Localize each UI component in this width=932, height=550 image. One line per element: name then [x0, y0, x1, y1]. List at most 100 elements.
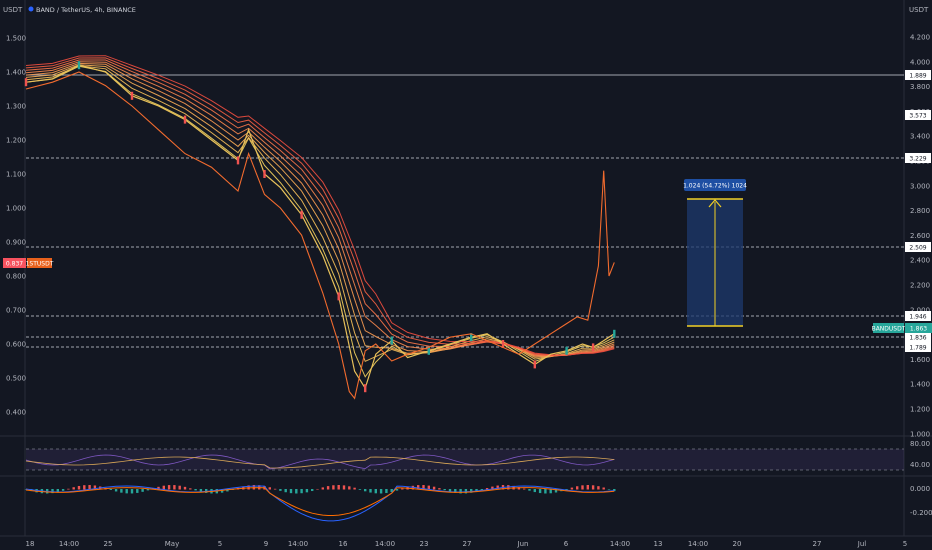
time-axis-tick: 6: [564, 540, 569, 548]
macd-bar: [401, 488, 404, 490]
macd-signal-line: [25, 487, 615, 516]
left-axis-tick: 0.800: [6, 273, 26, 281]
macd-bar: [157, 486, 160, 490]
macd-bar: [178, 485, 181, 490]
macd-bar: [591, 485, 595, 490]
macd-pane: 0.000 -0.200: [24, 485, 932, 522]
macd-bar: [544, 489, 547, 494]
left-axis-currency: USDT: [3, 6, 23, 14]
macd-bar: [464, 489, 468, 494]
horizontal-levels: 1.889 3.573 3.229 2.509 1.946 1.836 1.789: [26, 70, 931, 352]
symbol-dot-icon: [28, 6, 34, 12]
macd-bar: [385, 489, 388, 494]
candle-mark: [613, 329, 616, 338]
left-axis-tick: 0.400: [6, 409, 26, 417]
macd-tick-low: -0.200: [910, 509, 932, 517]
measure-label-bg: [684, 179, 746, 191]
right-axis-tick: 2.600: [910, 232, 930, 240]
right-axis-tick: 1.400: [910, 381, 930, 389]
left-axis-tick: 0.500: [6, 375, 26, 383]
right-axis-tick: 2.400: [910, 257, 930, 265]
macd-bar: [607, 489, 611, 490]
candle-mark: [300, 210, 303, 219]
macd-bar: [443, 489, 446, 491]
osc-signal-line: [25, 456, 615, 469]
level-tag-bg: [905, 70, 931, 80]
macd-bar: [194, 489, 197, 491]
macd-bar: [332, 485, 335, 490]
ema-line-2: [25, 64, 615, 358]
macd-bar: [321, 487, 324, 490]
ema-line-5: [25, 59, 615, 357]
macd-bar: [125, 489, 128, 494]
macd-bar: [77, 485, 81, 490]
candle-mark: [24, 78, 28, 87]
osc-tick-low: 40.00: [910, 461, 930, 469]
macd-bar: [417, 485, 420, 490]
candle-mark: [364, 384, 367, 393]
macd-bar: [300, 489, 303, 494]
level-tag: 3.573: [909, 113, 926, 120]
candle-mark: [533, 360, 536, 369]
left-axis-tick: 0.600: [6, 341, 26, 349]
level-tag: 1.836: [909, 335, 926, 342]
macd-bar: [470, 489, 473, 493]
macd-bar: [93, 485, 97, 490]
right-axis-tick: 3.000: [910, 182, 930, 190]
macd-bar: [136, 489, 139, 493]
level-tag: 1.789: [909, 345, 926, 352]
macd-bar: [459, 489, 462, 494]
macd-bar: [597, 486, 600, 490]
macd-bar: [88, 485, 91, 490]
left-tag-pair: 1STUSDT: [26, 261, 54, 268]
time-axis-tick: 13: [654, 540, 663, 548]
ema-ribbon: [25, 55, 615, 378]
left-axis-tick: 0.900: [6, 239, 26, 247]
macd-bar: [438, 488, 441, 490]
oscillator-pane: 80.00 40.00: [25, 440, 930, 471]
macd-bar: [533, 489, 536, 493]
right-axis-tick: 1.200: [910, 406, 930, 414]
measure-tool[interactable]: 1.024 (54.72%) 1024: [683, 179, 747, 327]
level-tag: 3.229: [909, 156, 926, 163]
macd-bar: [56, 489, 59, 493]
macd-bar: [549, 489, 552, 494]
macd-bar: [167, 485, 171, 490]
macd-bar: [316, 488, 319, 490]
macd-bar: [576, 486, 579, 490]
time-axis-tick: 14:00: [610, 540, 630, 548]
time-axis-tick: 14:00: [288, 540, 308, 548]
macd-bar: [189, 488, 192, 490]
candle-mark: [236, 156, 240, 165]
macd-bar: [395, 489, 399, 491]
candle-mark: [390, 336, 393, 345]
macd-bar: [173, 485, 176, 490]
left-value-tag: 0.837 1STUSDT: [3, 258, 54, 268]
level-tag-bg: [905, 311, 931, 321]
macd-tick-zero: 0.000: [910, 485, 930, 493]
left-axis-tick: 1.200: [6, 137, 26, 145]
chart-title[interactable]: BAND / TetherUS, 4h, BINANCE: [36, 6, 136, 14]
macd-bar: [130, 489, 134, 494]
level-tag: 1.946: [909, 314, 926, 321]
time-axis-tick: 27: [813, 540, 822, 548]
time-axis-tick: 5: [218, 540, 222, 548]
macd-bar: [120, 489, 123, 493]
macd-bar: [454, 489, 457, 493]
left-axis-tick: 1.100: [6, 171, 26, 179]
right-axis-tick: 2.000: [910, 306, 930, 314]
time-axis-tick: 9: [264, 540, 268, 548]
macd-bar: [475, 489, 478, 492]
macd-bar: [570, 487, 574, 490]
macd-bar: [528, 489, 531, 491]
time-axis-tick: 14:00: [59, 540, 79, 548]
candle-mark: [427, 346, 430, 355]
macd-bar: [109, 489, 112, 490]
left-axis-ticks: 1.500 1.400 1.300 1.200 1.100 1.000 0.900 0.800…: [6, 35, 26, 417]
right-axis-tick: 2.800: [910, 207, 930, 215]
macd-bar: [199, 489, 203, 492]
macd-bar: [72, 487, 75, 490]
level-tag-bg: [905, 332, 931, 342]
macd-bar: [427, 485, 430, 490]
